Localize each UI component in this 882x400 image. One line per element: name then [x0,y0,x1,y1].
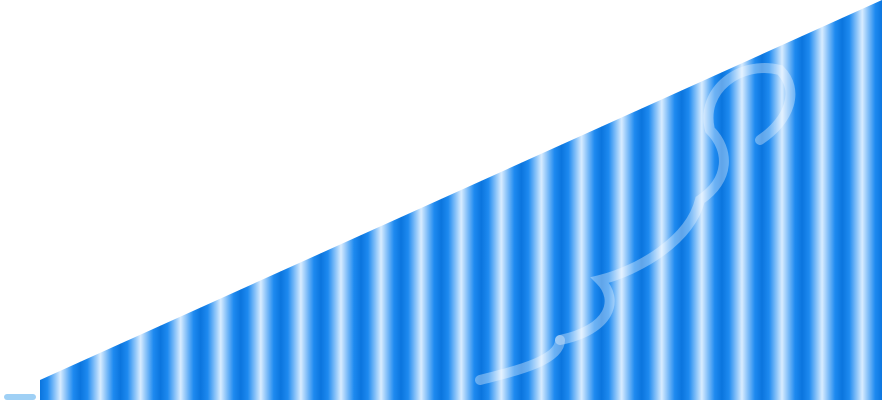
stripe [641,0,683,400]
swirl-watermark [475,63,796,385]
stripe [360,0,402,400]
stripe [400,0,442,400]
stripe [761,0,803,400]
stripe [601,0,642,400]
corner-accent [4,394,36,400]
stripe [320,0,362,400]
stripe [200,0,241,400]
stripe [801,0,843,400]
stripe [841,0,882,400]
stripe-group [40,0,882,400]
stripe [721,0,763,400]
stripe [160,0,201,400]
stripe [280,0,322,400]
stripe [40,0,81,400]
stripe [80,0,121,400]
stripe [240,0,282,400]
stripe [440,0,482,400]
stripe [120,0,161,400]
stripe [481,0,522,400]
